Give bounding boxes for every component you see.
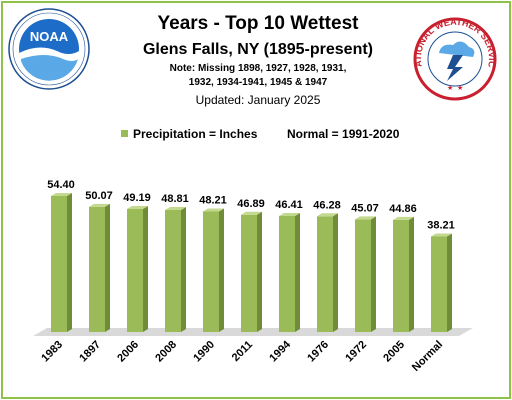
bar-top <box>355 216 376 220</box>
bar-top <box>203 208 224 212</box>
bar-side <box>105 203 110 332</box>
value-label: 38.21 <box>427 219 455 231</box>
bar-top <box>241 211 262 215</box>
updated-text: Updated: January 2025 <box>196 93 321 107</box>
bar-top <box>51 193 72 196</box>
bar-1990 <box>203 208 224 332</box>
bar-side <box>333 213 338 332</box>
x-tick-labels-group: 1983 1897 2006 2008 1990 2011 1994 1976 1972 2005… <box>39 338 445 374</box>
bar-top <box>89 203 110 207</box>
bar-front <box>51 196 67 332</box>
bar-front <box>317 216 333 332</box>
x-tick-label: 1990 <box>191 339 217 365</box>
legend-swatch <box>121 130 128 137</box>
bar-normal <box>431 233 452 332</box>
x-tick-label: 1994 <box>267 338 293 364</box>
bar-top <box>279 212 300 216</box>
bar-front <box>241 214 257 332</box>
chart-title: Years - Top 10 Wettest <box>158 13 360 34</box>
bar-side <box>371 216 376 332</box>
bar-1994 <box>279 212 300 332</box>
x-tick-label: 1897 <box>77 339 103 365</box>
bar-front <box>355 219 371 332</box>
value-label: 44.86 <box>389 203 417 215</box>
bar-side <box>409 216 414 332</box>
bar-front <box>393 219 409 332</box>
value-label: 54.40 <box>47 179 75 191</box>
x-tick-label: 2005 <box>381 339 407 365</box>
x-tick-label: 2006 <box>115 339 141 365</box>
noaa-logo-text: NOAA <box>30 29 69 44</box>
bar-side <box>143 206 148 332</box>
value-labels-group: 54.40 50.07 49.19 48.81 48.21 46.89 46.41 46.28… <box>47 179 455 231</box>
bar-front <box>127 209 143 332</box>
bar-side <box>67 193 72 332</box>
nws-logo: ★ ★ NATIONAL WEATHER SERVICE <box>413 17 497 101</box>
chart-subtitle: Glens Falls, NY (1895-present) <box>143 41 373 58</box>
x-tick-label: 2008 <box>153 339 179 365</box>
x-tick-label: 1983 <box>39 339 65 365</box>
value-label: 46.41 <box>275 199 303 211</box>
bar-1897 <box>89 203 110 332</box>
bar-1972 <box>355 216 376 332</box>
legend-normal-label: Normal = 1991-2020 <box>287 127 400 141</box>
note-line-1: Note: Missing 1898, 1927, 1928, 1931, <box>170 63 347 74</box>
x-tick-label: Normal <box>410 339 445 374</box>
bar-side <box>181 206 186 332</box>
value-label: 46.89 <box>237 198 265 210</box>
value-label: 50.07 <box>85 190 113 202</box>
bar-front <box>279 215 295 332</box>
bar-side <box>257 211 262 332</box>
legend: Precipitation = Inches Normal = 1991-202… <box>121 127 400 141</box>
bar-2008 <box>165 206 186 332</box>
legend-series-label: Precipitation = Inches <box>133 127 258 141</box>
bar-front <box>89 206 105 332</box>
x-tick-label: 1976 <box>305 339 331 365</box>
chart-canvas: NOAA ★ ★ NATIONAL WEATHER SERVICE Years … <box>8 8 497 374</box>
bar-top <box>127 206 148 210</box>
bar-1976 <box>317 213 338 332</box>
bar-top <box>317 213 338 217</box>
value-label: 45.07 <box>351 202 379 214</box>
noaa-logo: NOAA <box>8 8 90 90</box>
x-tick-label: 2011 <box>230 339 255 364</box>
bar-front <box>203 211 219 332</box>
bar-1983 <box>51 193 72 332</box>
bar-side <box>295 212 300 332</box>
value-label: 48.21 <box>199 194 227 206</box>
bar-top <box>393 216 414 220</box>
bar-side <box>447 233 452 332</box>
bar-2006 <box>127 206 148 332</box>
bar-2011 <box>241 211 262 332</box>
bar-2005 <box>393 216 414 332</box>
bar-side <box>219 208 224 332</box>
value-label: 46.28 <box>313 199 341 211</box>
bar-top <box>431 233 452 237</box>
nws-star-icon: ★ <box>447 84 453 92</box>
value-label: 48.81 <box>161 193 189 205</box>
bar-top <box>165 206 186 210</box>
bar-front <box>165 209 181 332</box>
bar-front <box>431 236 447 332</box>
bars-group <box>51 193 452 332</box>
value-label: 49.19 <box>123 192 151 204</box>
note-line-2: 1932, 1934-1941, 1945 & 1947 <box>189 77 328 88</box>
nws-star-icon: ★ <box>457 84 463 92</box>
x-tick-label: 1972 <box>343 339 369 365</box>
